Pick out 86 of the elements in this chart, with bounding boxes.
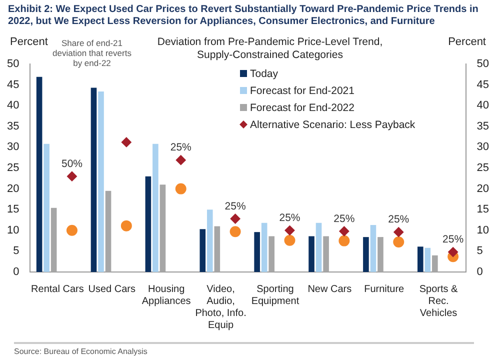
y-tick-label: 45 (6, 78, 20, 91)
bar (308, 236, 314, 272)
legend-label: Today (249, 67, 280, 82)
y2-tick-label: 10 (476, 224, 490, 236)
bar (316, 222, 322, 272)
point (66, 171, 77, 182)
x-tick-label: Sporting Equipment (251, 284, 300, 307)
y-tick-label: 15 (6, 204, 20, 216)
y-tick-label: 5 (13, 245, 20, 258)
bar (378, 237, 384, 272)
bar (145, 176, 152, 272)
x-tick-label: Sports & Rec. Vehicles (419, 284, 458, 319)
annotation: Share of end-21 deviation that reverts by end-22 (52, 38, 132, 68)
bar (370, 224, 376, 272)
bar (424, 248, 431, 272)
y2-tick-label: 15 (476, 204, 490, 216)
chart-title: Exhibit 2: We Expect Used Car Prices to Revert Substantially Toward Pre-Pandemic Price Trends in 2022, but We Expect Less Reversion for Appliances, Consumer Electronics, and Furniture (8, 4, 480, 28)
point (394, 227, 404, 238)
annotation: 25% (224, 200, 246, 212)
source-note: Source: Bureau of Economic Analysis (14, 342, 474, 356)
x-tick-label: Video, Audio, Photo, Info. Equip (195, 284, 246, 331)
annotation: 25% (442, 234, 464, 246)
annotation: 50% (61, 158, 82, 170)
point (393, 236, 404, 248)
bar (254, 232, 260, 272)
x-tick-label: Furniture (364, 284, 405, 295)
point (339, 226, 350, 236)
y2-axis-title: Percent (448, 36, 486, 48)
point (176, 155, 186, 166)
y-tick-label: 35 (6, 120, 20, 132)
y-tick-label: 20 (6, 182, 20, 195)
point (338, 235, 350, 246)
annotation: 25% (388, 214, 410, 226)
x-tick-label: Rental Cars (31, 284, 84, 295)
y-tick-label: 50 (6, 58, 20, 70)
y2-tick-label: 50 (476, 58, 490, 70)
annotation: 25% (279, 212, 300, 224)
bar (432, 255, 438, 272)
y2-tick-label: 35 (476, 120, 490, 132)
y2-tick-label: 25 (476, 162, 490, 174)
y2-tick-label: 30 (476, 141, 490, 154)
bar (160, 184, 166, 272)
y-tick-label: 10 (6, 224, 20, 236)
bar (36, 76, 42, 272)
y2-tick-label: 40 (476, 100, 490, 112)
bar (50, 208, 57, 272)
chart-subtitle: Deviation from Pre-Pandemic Price-Level Trend, Supply-Constrained Categories (156, 36, 384, 62)
bar (90, 88, 97, 272)
bar (261, 222, 268, 272)
y2-tick-label: 5 (476, 245, 483, 258)
y-tick-label: 30 (6, 141, 20, 154)
y-axis-title: Percent (10, 36, 48, 48)
point (230, 214, 240, 224)
bar (363, 237, 369, 272)
y2-tick-label: 20 (476, 182, 490, 195)
point (120, 220, 132, 232)
y-tick-label: 40 (6, 100, 20, 112)
bar (417, 246, 424, 272)
legend-label: Forecast for End-2022 (249, 101, 356, 116)
point (284, 234, 296, 246)
point (175, 183, 186, 194)
legend-label: Forecast for End-2021 (249, 84, 356, 99)
bar (206, 210, 213, 272)
point (66, 224, 78, 236)
bar (152, 144, 158, 272)
y-tick-label: 0 (13, 266, 20, 278)
annotation: 25% (170, 142, 192, 154)
x-tick-label: Used Cars (88, 284, 136, 295)
y2-tick-label: 0 (476, 266, 483, 278)
x-tick-label: New Cars (308, 284, 352, 295)
point (121, 137, 132, 148)
bar (98, 91, 104, 272)
annotation: 25% (334, 212, 355, 225)
y-tick-label: 25 (6, 162, 20, 174)
x-tick-label: Housing Appliances (142, 284, 191, 307)
bar (200, 229, 206, 272)
bar (268, 236, 274, 272)
point (284, 225, 295, 236)
point (448, 247, 458, 258)
bar (105, 190, 112, 272)
bar (323, 236, 329, 272)
y2-tick-label: 45 (476, 78, 490, 91)
bar (44, 144, 50, 272)
bar (214, 226, 220, 272)
point (230, 226, 241, 238)
legend-label: Alternative Scenario: Less Payback (249, 118, 416, 133)
